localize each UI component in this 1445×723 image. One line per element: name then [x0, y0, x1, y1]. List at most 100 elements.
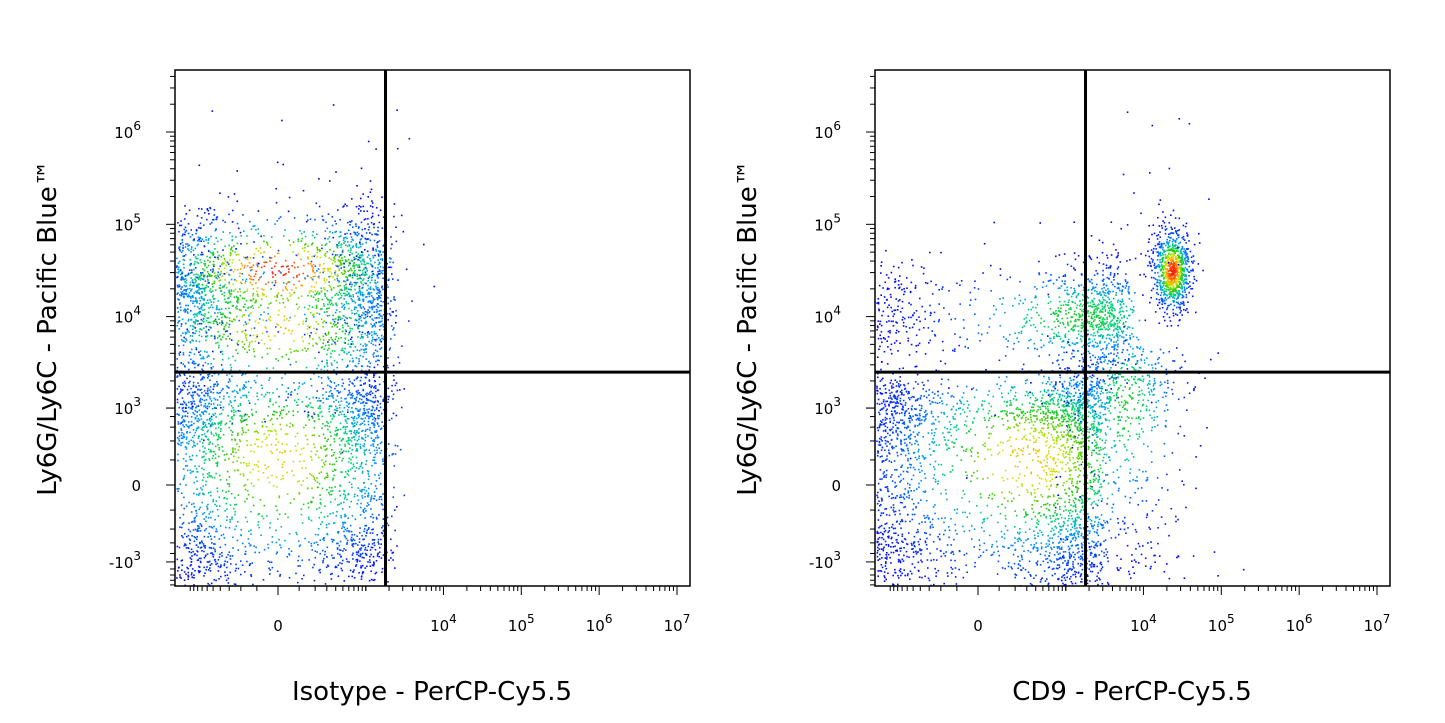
event-dot — [321, 382, 323, 384]
event-dot — [359, 423, 361, 426]
event-dot — [379, 325, 381, 327]
event-dot — [359, 465, 361, 468]
event-dot — [363, 218, 366, 221]
event-dot — [362, 389, 365, 392]
event-dot — [331, 455, 333, 457]
event-dot — [371, 265, 374, 267]
event-dot — [346, 543, 348, 545]
event-dot — [298, 540, 300, 542]
event-dot — [244, 550, 247, 553]
event-dot — [363, 261, 366, 263]
event-dot — [354, 432, 356, 435]
event-dot — [362, 258, 364, 261]
event-dot — [293, 261, 296, 264]
event-dot — [196, 550, 198, 552]
event-dot — [317, 364, 320, 367]
event-dot — [228, 403, 230, 406]
event-dot — [251, 413, 253, 415]
event-dot — [251, 340, 253, 343]
event-dot — [323, 366, 326, 368]
event-dot — [358, 415, 361, 417]
event-dot — [260, 275, 262, 278]
event-dot — [359, 443, 362, 446]
event-dot — [227, 582, 230, 584]
event-dot — [293, 217, 296, 219]
event-dot — [202, 451, 205, 453]
event-dot — [241, 331, 243, 333]
event-dot — [333, 382, 336, 384]
event-dot — [355, 246, 358, 249]
event-dot — [204, 212, 206, 214]
event-dot — [363, 488, 365, 491]
event-dot — [271, 281, 274, 284]
event-dot — [1182, 238, 1185, 240]
event-dot — [327, 398, 329, 400]
event-dot — [369, 281, 371, 284]
event-dot — [280, 428, 282, 431]
event-dot — [246, 256, 249, 258]
event-dot — [352, 477, 355, 480]
event-dot — [209, 273, 211, 276]
event-dot — [238, 253, 240, 256]
event-dot — [1172, 314, 1175, 317]
event-dot — [237, 298, 239, 301]
event-dot — [229, 252, 232, 254]
event-dot — [350, 236, 353, 238]
event-dot — [193, 326, 195, 328]
event-dot — [359, 555, 362, 558]
event-dot — [379, 315, 382, 317]
event-dot — [242, 456, 245, 459]
event-dot — [339, 484, 341, 487]
event-dot — [289, 295, 292, 297]
event-dot — [179, 526, 181, 528]
event-dot — [229, 364, 232, 366]
event-dot — [321, 244, 323, 247]
event-dot — [336, 265, 338, 267]
event-dot — [208, 282, 210, 284]
event-dot — [202, 278, 205, 281]
event-dot — [228, 457, 230, 460]
event-dot — [209, 207, 212, 210]
event-dot — [219, 265, 222, 267]
event-dot — [355, 558, 358, 561]
event-dot — [284, 433, 287, 435]
event-dot — [252, 264, 255, 266]
event-dot — [367, 545, 370, 548]
event-dot — [228, 527, 231, 529]
event-dot — [322, 321, 324, 324]
event-dot — [192, 281, 194, 284]
event-dot — [345, 330, 347, 333]
event-dot — [190, 248, 193, 250]
event-dot — [323, 277, 326, 280]
event-dot — [254, 320, 257, 323]
y-tick-label: -103 — [109, 549, 141, 572]
event-dot — [380, 340, 383, 343]
event-dot — [318, 569, 320, 572]
event-dot — [370, 483, 373, 485]
event-dot — [364, 517, 366, 519]
event-dot — [375, 311, 378, 313]
event-dot — [209, 511, 212, 513]
event-dot — [1198, 232, 1200, 235]
event-dot — [191, 424, 193, 427]
event-dot — [376, 334, 379, 337]
event-dot — [337, 552, 339, 555]
event-dot — [220, 428, 222, 430]
event-dot — [373, 424, 376, 426]
event-dot — [181, 564, 183, 566]
event-dot — [382, 408, 385, 411]
event-dot — [214, 412, 217, 415]
event-dot — [375, 480, 378, 482]
event-dot — [210, 547, 212, 549]
event-dot — [1195, 311, 1197, 314]
event-dot — [376, 423, 379, 425]
event-dot — [370, 546, 373, 549]
event-dot — [262, 319, 264, 321]
event-dot — [351, 269, 353, 272]
event-dot — [267, 560, 269, 563]
event-dot — [236, 222, 239, 225]
event-dot — [232, 451, 234, 453]
event-dot — [305, 318, 308, 321]
event-dot — [335, 566, 338, 569]
event-dot — [373, 438, 375, 441]
